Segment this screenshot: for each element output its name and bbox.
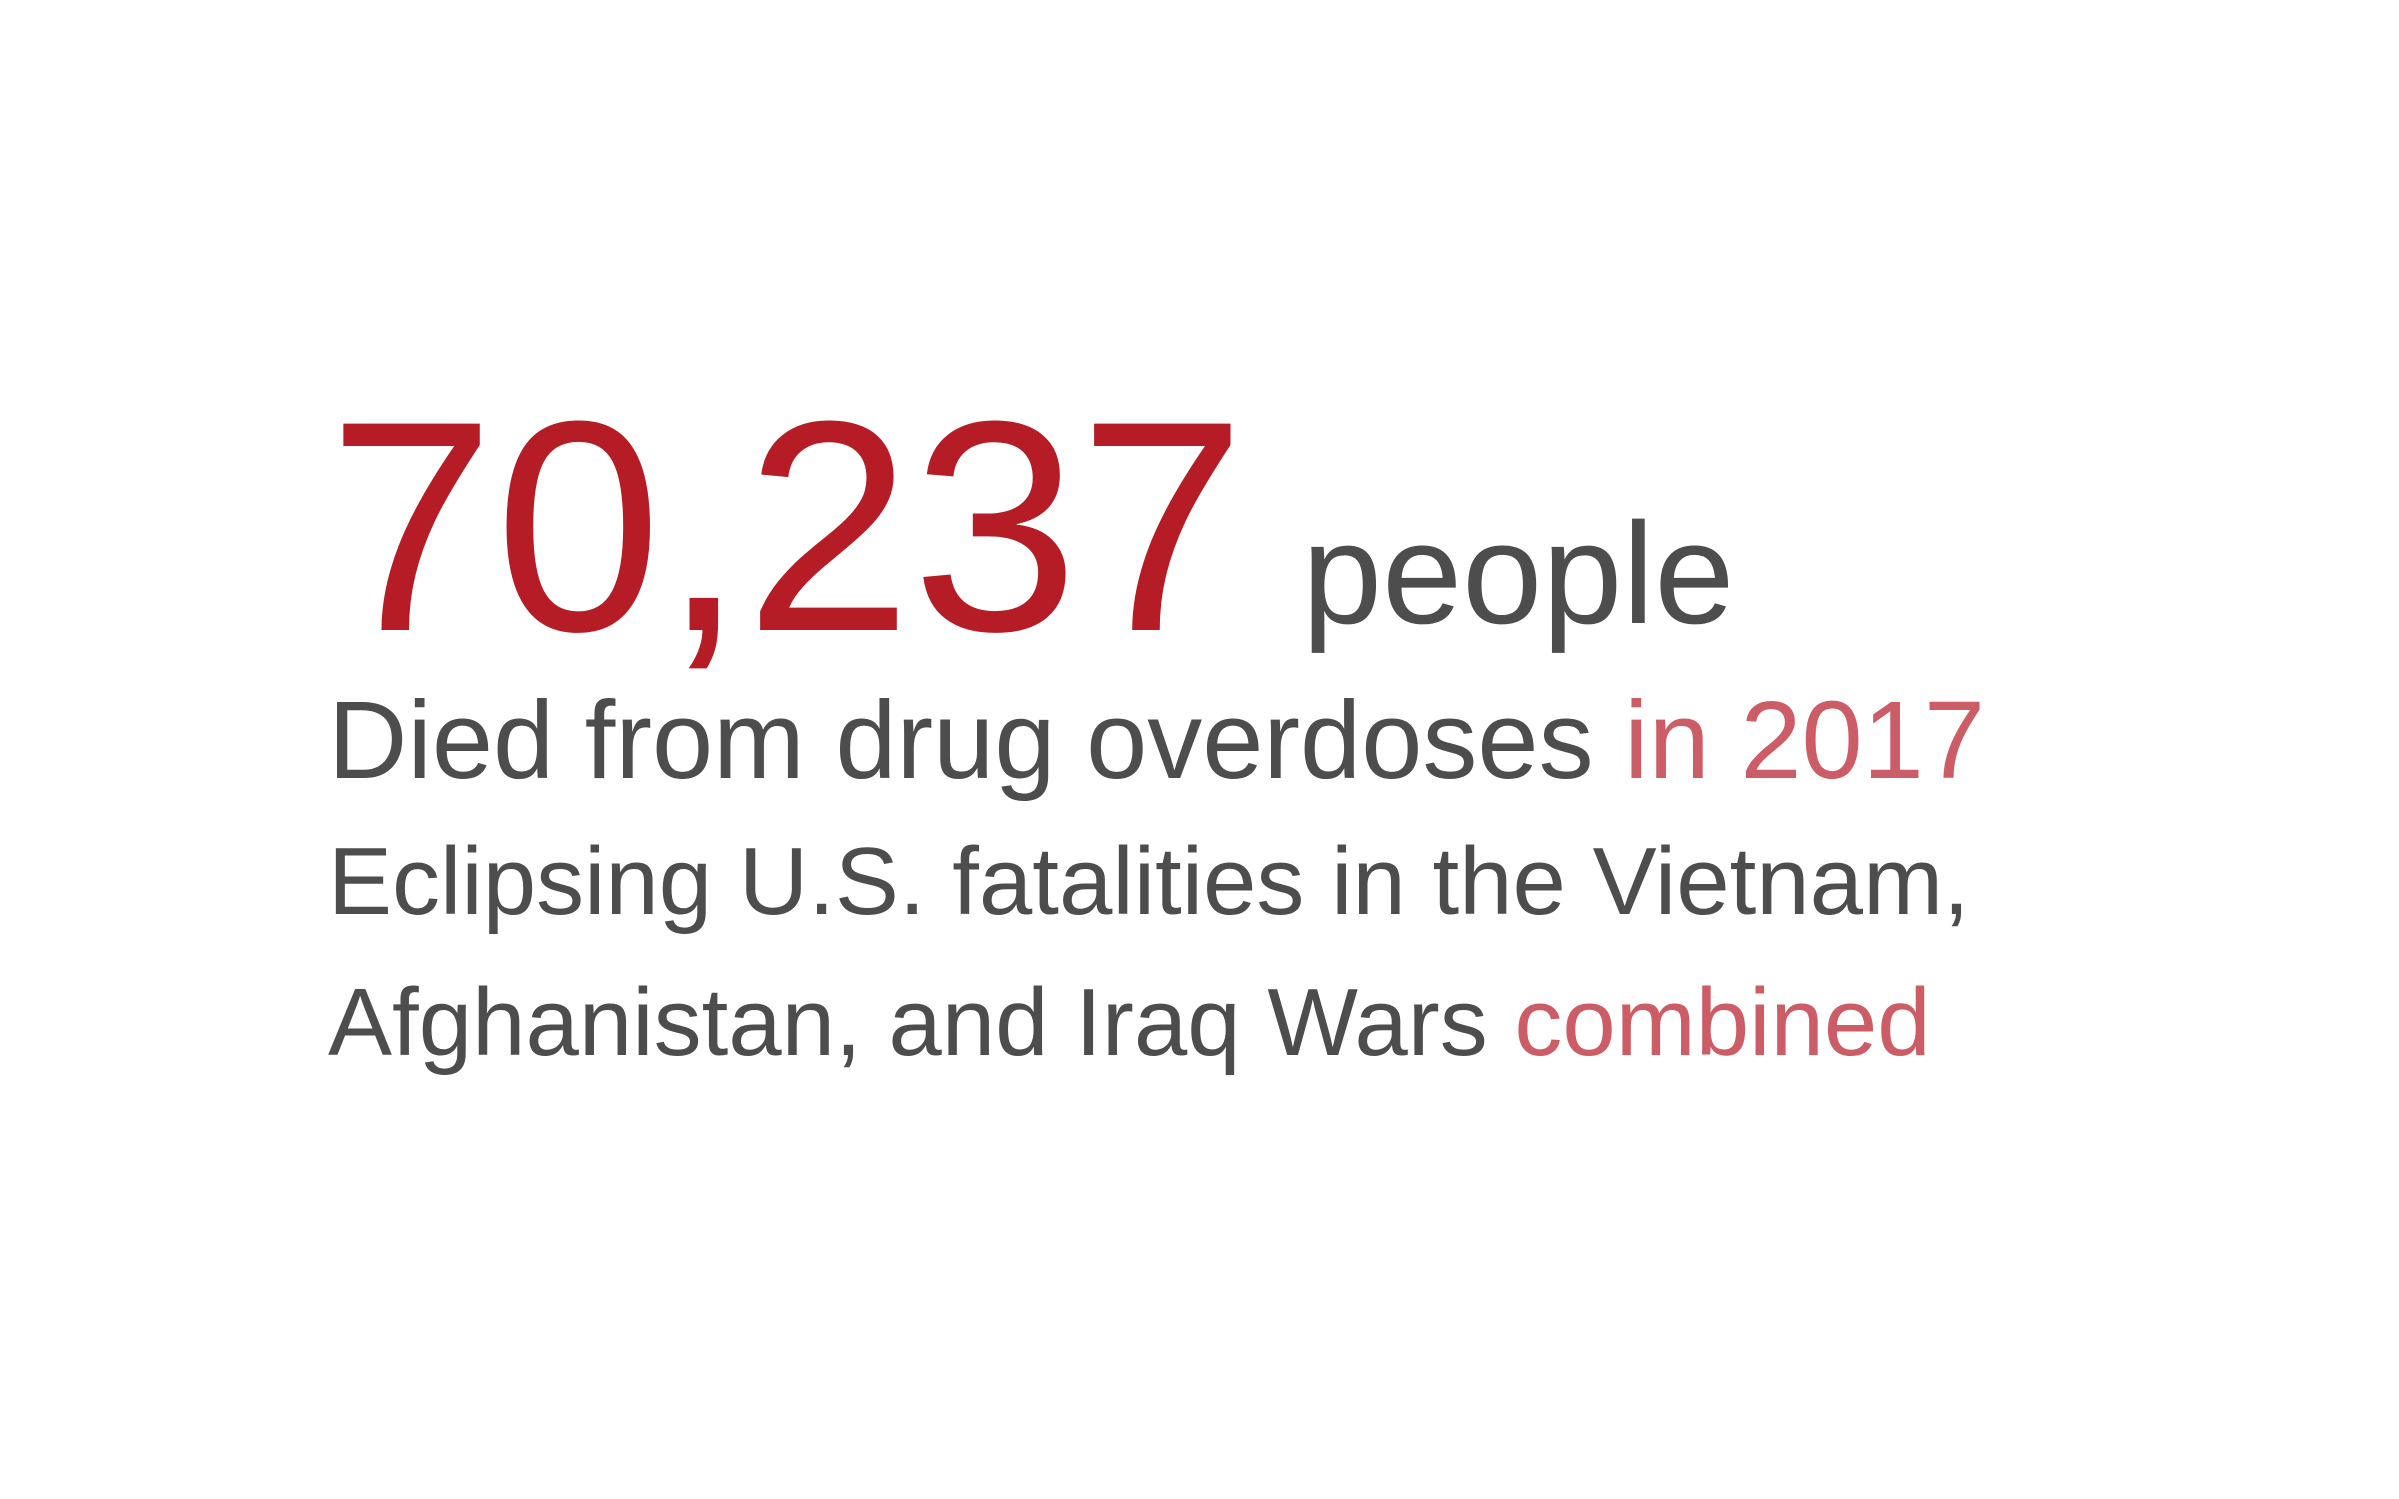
death-count-unit: people: [1302, 493, 1735, 654]
comparison-line-2: Afghanistan, and Iraq Wars combined: [328, 975, 1931, 1071]
combined-accent-text: combined: [1514, 969, 1931, 1076]
year-accent-text: in 2017: [1624, 679, 1986, 802]
headline-row: 70,237 people: [328, 376, 2328, 676]
death-count-number: 70,237: [328, 358, 1246, 694]
overdose-stat-block: 70,237 people Died from drug overdoses i…: [328, 376, 2328, 1071]
comparison-line-1: Eclipsing U.S. fatalities in the Vietnam…: [328, 828, 1970, 935]
wars-text: Afghanistan, and Iraq Wars: [328, 969, 1515, 1076]
cause-and-year-line: Died from drug overdoses in 2017: [328, 686, 1985, 796]
cause-text: Died from drug overdoses: [328, 679, 1625, 802]
